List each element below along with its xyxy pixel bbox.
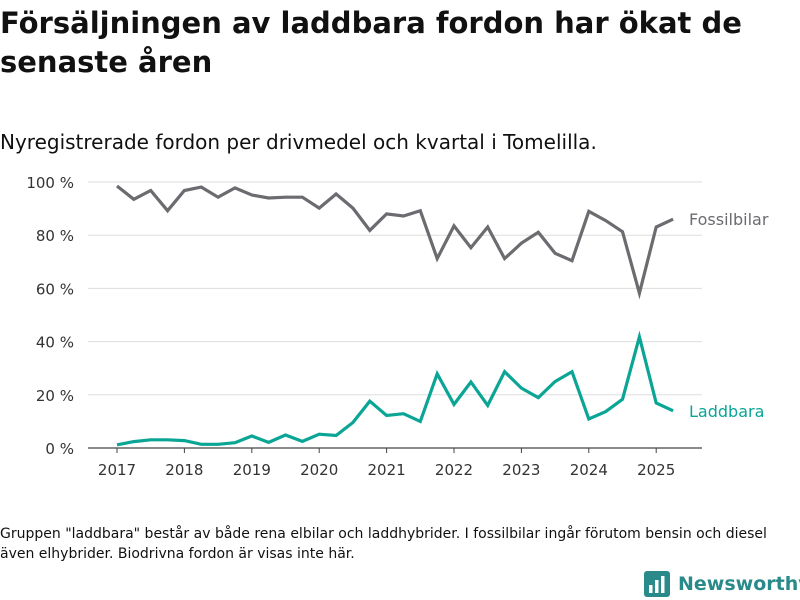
y-tick-label: 60 % [36, 280, 74, 298]
series-label-fossilbilar: Fossilbilar [689, 210, 769, 229]
chart-subtitle: Nyregistrerade fordon per drivmedel och … [0, 130, 597, 154]
footnote: Gruppen "laddbara" består av både rena e… [0, 526, 767, 562]
x-tick-label: 2022 [435, 461, 473, 479]
newsworthy-logo-icon [644, 571, 670, 597]
series-line-fossilbilar [116, 184, 674, 300]
chart-title: Försäljningen av laddbara fordon har öka… [0, 6, 742, 79]
x-tick-label: 2021 [368, 461, 406, 479]
y-tick-label: 0 % [45, 440, 74, 458]
x-tick-label: 2019 [233, 461, 271, 479]
x-tick-label: 2023 [502, 461, 540, 479]
line-chart: 0 % 20 % 40 % 60 % 80 % 100 % 2017 2018 2019 2020… [26, 174, 769, 479]
brand-logo[interactable]: Newsworthy [644, 569, 800, 599]
series-line-laddbara [116, 330, 674, 447]
series-label-laddbara: Laddbara [689, 402, 764, 421]
y-tick-label: 80 % [36, 227, 74, 245]
x-tick-label: 2024 [570, 461, 608, 479]
brand-name: Newsworthy [678, 573, 800, 595]
y-tick-label: 100 % [26, 174, 74, 192]
x-tick-label: 2025 [637, 461, 675, 479]
x-tick-label: 2017 [98, 461, 136, 479]
x-tick-label: 2018 [165, 461, 203, 479]
x-tick-label: 2020 [300, 461, 338, 479]
y-tick-label: 20 % [36, 387, 74, 405]
y-tick-label: 40 % [36, 334, 74, 352]
